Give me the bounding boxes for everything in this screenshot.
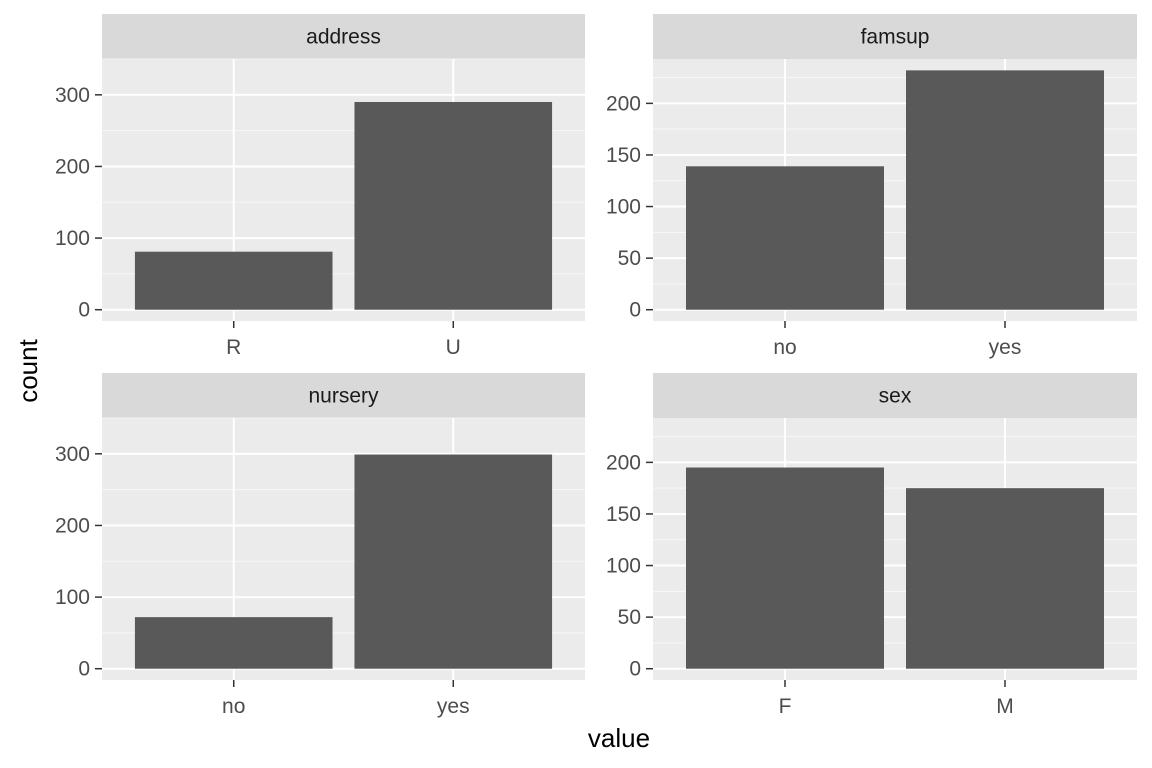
bar-address-U bbox=[354, 101, 553, 310]
x-tick-label: U bbox=[446, 336, 461, 359]
y-tick-label: 0 bbox=[629, 658, 641, 681]
y-tick-label: 50 bbox=[618, 247, 641, 270]
y-tick-label: 0 bbox=[78, 658, 90, 681]
x-tick-label: R bbox=[226, 336, 241, 359]
y-tick-label: 200 bbox=[55, 514, 90, 537]
y-tick-label: 0 bbox=[78, 299, 90, 322]
bar-sex-F bbox=[686, 467, 884, 669]
y-tick-label: 300 bbox=[55, 84, 90, 107]
facet-address: address 0 100 200 300 R U bbox=[55, 14, 585, 359]
x-tick-label: yes bbox=[989, 336, 1022, 359]
facet-nursery: nursery 0 100 200 300 no yes bbox=[55, 373, 585, 718]
bar-nursery-yes bbox=[354, 454, 553, 669]
facet-sex: sex 0 50 100 150 200 F M bbox=[606, 373, 1137, 718]
x-tick-label: no bbox=[773, 336, 796, 359]
y-tick-label: 0 bbox=[629, 299, 641, 322]
facet-famsup: famsup 0 50 100 150 200 no yes bbox=[606, 14, 1137, 359]
facet-strip bbox=[102, 373, 585, 418]
y-tick-label: 100 bbox=[55, 227, 90, 250]
bar-nursery-no bbox=[134, 617, 333, 669]
facet-strip bbox=[653, 373, 1137, 418]
facet-strip-label: address bbox=[306, 26, 381, 49]
y-tick-label: 200 bbox=[606, 92, 641, 115]
facet-strip-label: sex bbox=[879, 385, 912, 408]
x-tick-label: F bbox=[779, 695, 792, 718]
y-tick-label: 200 bbox=[55, 155, 90, 178]
x-tick-label: no bbox=[222, 695, 245, 718]
bar-famsup-yes bbox=[906, 70, 1104, 310]
y-tick-label: 100 bbox=[606, 555, 641, 578]
bar-address-R bbox=[134, 251, 333, 310]
bar-sex-M bbox=[906, 488, 1104, 669]
y-tick-label: 150 bbox=[606, 144, 641, 167]
bar-famsup-no bbox=[686, 166, 884, 310]
y-tick-label: 100 bbox=[606, 196, 641, 219]
facet-strip-label: famsup bbox=[861, 26, 930, 49]
y-tick-label: 150 bbox=[606, 503, 641, 526]
facet-strip bbox=[102, 14, 585, 59]
x-tick-label: yes bbox=[437, 695, 470, 718]
x-axis-title: value bbox=[588, 723, 650, 753]
facet-strip bbox=[653, 14, 1137, 59]
facet-strip-label: nursery bbox=[308, 385, 379, 408]
y-tick-label: 200 bbox=[606, 451, 641, 474]
y-axis-title: count bbox=[13, 338, 43, 402]
y-tick-label: 300 bbox=[55, 443, 90, 466]
x-tick-label: M bbox=[996, 695, 1014, 718]
y-tick-label: 50 bbox=[618, 606, 641, 629]
y-tick-label: 100 bbox=[55, 586, 90, 609]
